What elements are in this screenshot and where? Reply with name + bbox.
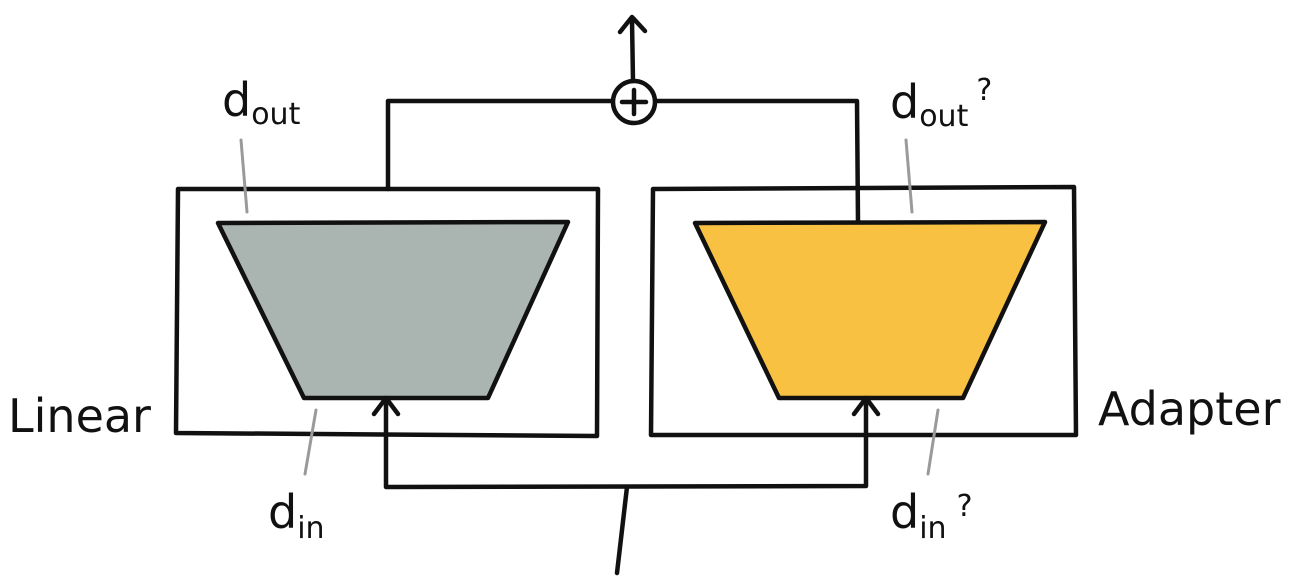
adapter-output-wire: [652, 98, 861, 225]
linear-dout-leader: [239, 138, 249, 214]
linear-din-leader: [303, 408, 318, 476]
adapter-dout-label: dout?: [890, 73, 992, 134]
linear-trapezoid: [215, 219, 571, 401]
adapter-din-label: din?: [890, 485, 973, 546]
output-line: [629, 17, 636, 84]
adapter-input-arrow-icon: [851, 395, 881, 417]
output-arrow-icon: [617, 14, 648, 35]
linear-din-label: din: [268, 485, 325, 546]
input-line: [614, 484, 630, 576]
linear-label: Linear: [8, 389, 151, 443]
linear-dout-label: dout: [222, 73, 301, 132]
adapter-trapezoid: [692, 219, 1048, 401]
adapter-label: Adapter: [1098, 382, 1281, 436]
adapter-dout-leader: [904, 138, 914, 214]
adapter-frame: [648, 184, 1079, 438]
input-split-wire: [383, 397, 869, 490]
linear-input-arrow-icon: [371, 395, 401, 417]
linear-output-wire: [385, 98, 615, 192]
adapter-din-leader: [926, 408, 940, 476]
linear-frame: [173, 186, 601, 439]
